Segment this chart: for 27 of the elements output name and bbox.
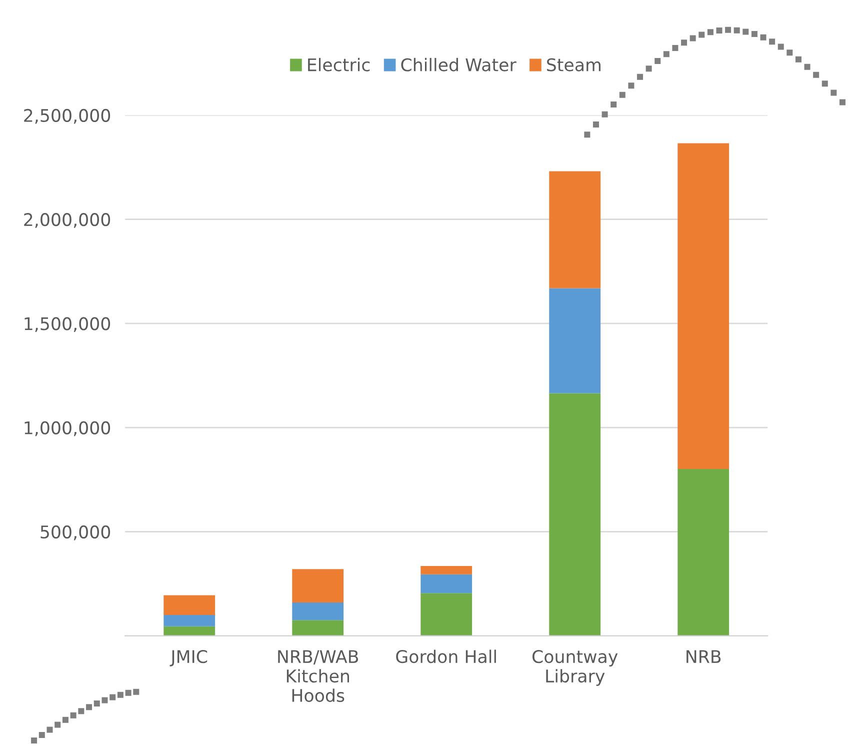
x-tick-label: NRB <box>686 650 721 663</box>
x-tick-label: Countway Library <box>532 650 618 686</box>
bar <box>549 171 601 288</box>
y-tick-label: 1,500,000 <box>24 317 110 332</box>
y-tick-label: 2,500,000 <box>24 108 110 124</box>
x-tick-label: Gordon Hall <box>396 650 496 664</box>
bar <box>164 626 216 636</box>
bar <box>549 393 601 636</box>
bar <box>164 614 216 626</box>
bar <box>420 566 472 574</box>
y-tick-label: 1,000,000 <box>24 421 110 436</box>
y-tick-label: 2,000,000 <box>24 213 110 228</box>
legend-label: Steam <box>547 58 600 72</box>
bar <box>420 593 472 636</box>
legend-label: Chilled Water <box>401 58 516 72</box>
bar <box>678 468 730 636</box>
y-tick-label: 500,000 <box>40 525 110 540</box>
bar <box>292 620 344 636</box>
x-tick-label: NRB/WAB Kitchen Hoods <box>278 650 358 702</box>
bar <box>420 574 472 594</box>
bar <box>292 569 344 602</box>
bar <box>292 602 344 620</box>
bar <box>678 143 730 469</box>
bar <box>164 595 216 615</box>
bar <box>549 288 601 394</box>
legend-label: Electric <box>308 58 370 72</box>
x-tick-label: JMIC <box>170 650 208 666</box>
